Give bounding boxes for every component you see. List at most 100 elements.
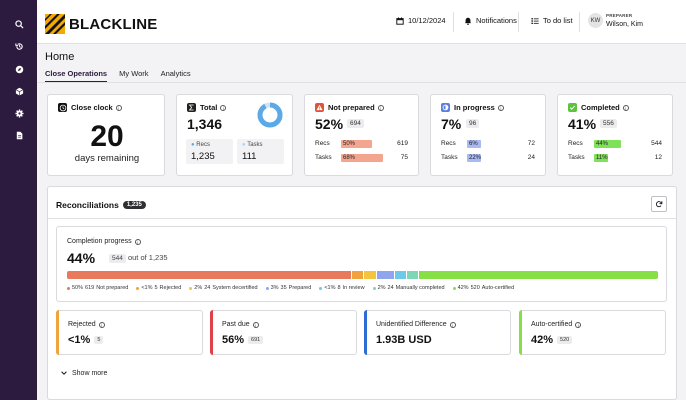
info-icon[interactable]: i xyxy=(252,321,259,328)
legend-label: System decertified xyxy=(212,285,258,291)
user-role: PREPARER xyxy=(606,13,633,18)
legend-item[interactable]: 2% 24 Manually completed xyxy=(372,285,445,291)
days-count: 20 xyxy=(90,120,124,153)
recs-row: Recs 44% 544 xyxy=(568,139,682,148)
legend-item[interactable]: 2% 24 System decertified xyxy=(189,285,258,291)
card-header: Completed i xyxy=(568,103,629,112)
stack-segment-manually-completed[interactable] xyxy=(407,271,419,279)
recs-label: Recs xyxy=(568,140,583,147)
tab-close-operations[interactable]: Close Operations xyxy=(45,69,108,83)
stack-segment-system-decertified[interactable] xyxy=(364,271,376,279)
total-card[interactable]: Total i 1,346 ● Recs 1,235 ● Tasks 111 xyxy=(176,94,293,176)
tasks-value: 12 xyxy=(654,154,662,161)
user-menu[interactable]: PREPARER Wilson, Kim xyxy=(606,13,643,27)
legend-label: In review xyxy=(342,285,365,291)
notifications-button[interactable]: Notifications xyxy=(464,16,517,25)
tasks-row: Tasks 22% 24 xyxy=(441,153,555,162)
avatar[interactable]: KW xyxy=(588,13,603,28)
date-picker[interactable]: 10/12/2024 xyxy=(396,16,446,25)
history-icon[interactable] xyxy=(14,41,24,51)
search-icon[interactable] xyxy=(14,19,24,29)
tab-bar: Close Operations My Work Analytics xyxy=(45,69,203,83)
info-icon[interactable]: i xyxy=(622,104,629,111)
tab-my-work[interactable]: My Work xyxy=(119,69,149,78)
show-more-button[interactable]: Show more xyxy=(60,369,107,377)
compass-icon[interactable] xyxy=(14,64,24,74)
card-title: Close clock xyxy=(71,103,113,112)
unidentified-difference-stat-card[interactable]: Unidentified Difference i 1.93B USD xyxy=(364,310,511,355)
stat-label: Rejected i xyxy=(68,321,105,328)
check-icon xyxy=(568,103,577,112)
recs-bar: 44% xyxy=(594,139,621,148)
legend-pct: 50% xyxy=(72,285,84,291)
info-icon[interactable]: i xyxy=(449,321,456,328)
stack-segment-in-review[interactable] xyxy=(394,271,407,279)
tasks-label: ● Tasks xyxy=(242,142,263,148)
reconciliations-panel: Reconciliations 1,235 Completion progres… xyxy=(47,186,677,400)
in-progress-card[interactable]: In progress i 7% 96 Recs 6% 72 Tasks 22%… xyxy=(430,94,546,176)
donut-recs-arc xyxy=(257,102,283,128)
show-more-label: Show more xyxy=(72,369,108,377)
legend-dot xyxy=(67,286,70,290)
stack-segment-rejected[interactable] xyxy=(351,271,364,279)
stat-badge: 5 xyxy=(94,336,104,344)
status-stacked-bar[interactable] xyxy=(67,271,658,279)
info-icon[interactable]: i xyxy=(575,321,582,328)
recs-value: 619 xyxy=(397,140,408,147)
panel-divider xyxy=(48,218,676,219)
progress-title-text: Completion progress xyxy=(67,238,132,245)
blackline-logo-icon xyxy=(45,14,65,34)
stack-segment-prepared[interactable] xyxy=(376,271,394,279)
refresh-icon xyxy=(655,201,663,208)
info-icon[interactable]: i xyxy=(115,104,122,111)
stat-label: Past due i xyxy=(222,321,259,328)
document-icon[interactable] xyxy=(14,130,24,140)
info-icon[interactable]: i xyxy=(220,104,227,111)
legend-count: 619 xyxy=(85,285,95,291)
legend-item[interactable]: 3% 35 Prepared xyxy=(265,285,311,291)
legend-count: 520 xyxy=(470,285,480,291)
gear-icon[interactable] xyxy=(14,108,24,118)
card-title: Completed xyxy=(581,103,620,112)
header-divider xyxy=(453,12,454,32)
legend-dot xyxy=(452,286,456,290)
rejected-stat-card[interactable]: Rejected i <1% 5 xyxy=(56,310,203,355)
auto-certified-stat-card[interactable]: Auto-certified i 42% 520 xyxy=(519,310,666,355)
not-prepared-card[interactable]: Not prepared i 52% 694 Recs 50% 619 Task… xyxy=(304,94,419,176)
legend-count: 24 xyxy=(204,285,211,291)
refresh-button[interactable] xyxy=(651,196,667,212)
status-accent-bar xyxy=(519,310,522,355)
recs-row: Recs 50% 619 xyxy=(315,139,428,148)
close-clock-card[interactable]: Close clock i 20 days remaining xyxy=(47,94,165,176)
brand-logo[interactable]: BLACKLINE xyxy=(45,14,157,34)
tasks-bar: 11% xyxy=(594,153,608,162)
legend-item[interactable]: <1% 5 Rejected xyxy=(136,285,181,291)
info-icon[interactable]: i xyxy=(377,104,384,111)
info-icon[interactable]: i xyxy=(98,321,105,328)
recs-value: 544 xyxy=(651,140,662,147)
recs-label: Recs xyxy=(441,140,456,147)
todo-list-button[interactable]: To do list xyxy=(531,16,573,25)
stack-segment-not-prepared[interactable] xyxy=(67,271,351,279)
info-icon[interactable]: i xyxy=(134,238,141,245)
legend-item[interactable]: 50% 619 Not prepared xyxy=(67,285,128,291)
legend-dot xyxy=(265,286,269,290)
stat-value: <1% 5 xyxy=(68,334,104,346)
cube-icon[interactable] xyxy=(14,86,24,96)
legend-item[interactable]: 42% 520 Auto-certified xyxy=(452,285,514,291)
legend-item[interactable]: <1% 8 In review xyxy=(319,285,365,291)
completed-card[interactable]: Completed i 41% 556 Recs 44% 544 Tasks 1… xyxy=(557,94,673,176)
tab-analytics[interactable]: Analytics xyxy=(160,69,191,78)
info-icon[interactable]: i xyxy=(497,104,504,111)
stack-segment-auto-certified[interactable] xyxy=(419,271,658,279)
date-label: 10/12/2024 xyxy=(408,16,446,25)
legend-label: Not prepared xyxy=(96,285,129,291)
recs-bar: 50% xyxy=(341,139,372,148)
legend-count: 24 xyxy=(387,285,394,291)
legend-dot xyxy=(372,286,376,290)
completion-progress-card: Completion progress i 44% 544 out of 1,2… xyxy=(56,226,667,302)
tasks-value: 75 xyxy=(400,154,408,161)
stat-value: 56% 691 xyxy=(222,334,264,346)
legend-label: Manually completed xyxy=(395,285,445,291)
past-due-stat-card[interactable]: Past due i 56% 691 xyxy=(210,310,357,355)
